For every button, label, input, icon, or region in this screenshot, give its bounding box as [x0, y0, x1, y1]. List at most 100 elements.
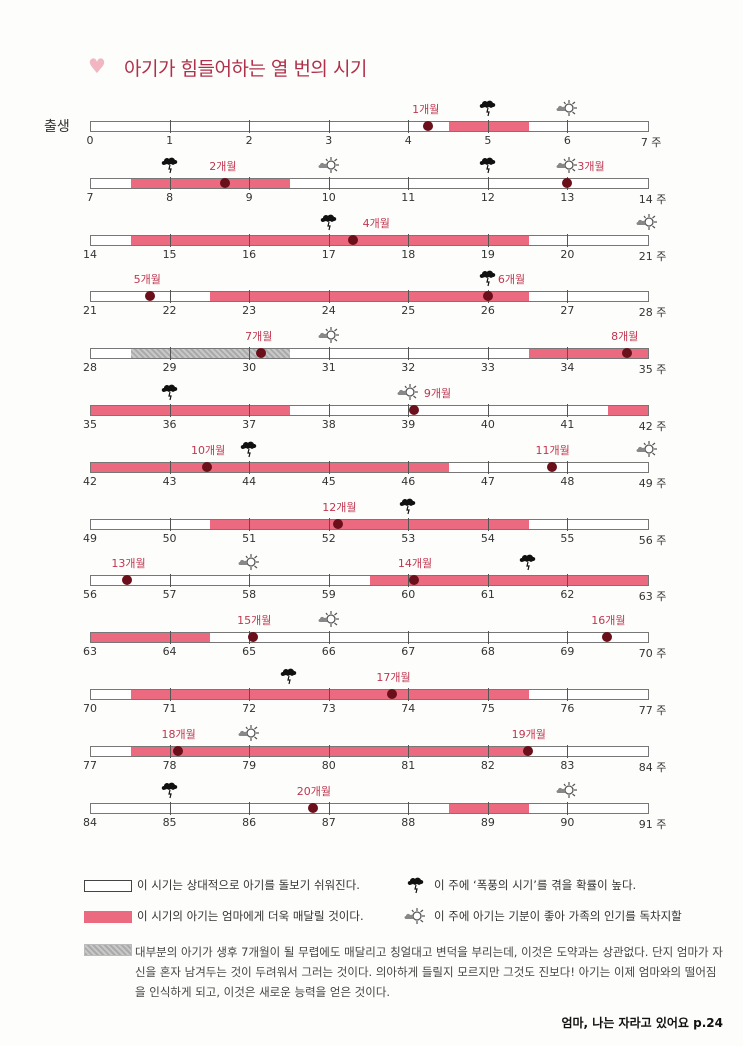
week-label: 84 주	[638, 760, 667, 774]
clingy-period	[130, 690, 529, 699]
week-tick	[328, 404, 330, 417]
week-label: 53	[401, 531, 416, 545]
timeline-bar	[90, 404, 649, 417]
week-label: 64	[162, 645, 177, 659]
timeline-bar	[90, 233, 649, 247]
week-label: 15	[162, 247, 177, 261]
week-label: 63	[83, 645, 97, 659]
week-label: 18	[401, 247, 416, 261]
week-tick	[169, 744, 171, 758]
week-label: 19	[480, 247, 495, 261]
week-label: 77 주	[638, 704, 667, 717]
week-label: 49 주	[638, 476, 667, 490]
week-label: 20	[560, 247, 575, 261]
month-marker	[562, 177, 573, 188]
timeline-bar	[90, 176, 649, 190]
month-label: 11개월	[535, 443, 570, 457]
week-label: 22	[162, 304, 177, 318]
month-label: 10개월	[190, 443, 226, 457]
week-label: 26	[480, 304, 495, 318]
timeline-bar	[90, 688, 649, 701]
month-marker	[248, 632, 259, 643]
week-tick	[487, 120, 489, 133]
month-label: 16개월	[591, 614, 626, 628]
week-label: 13	[560, 190, 575, 204]
week-tick	[408, 574, 410, 588]
legend-storm-text: 이 주에 ‘폭풍의 시기’를 겪을 확률이 높다.	[434, 878, 637, 892]
timeline-bar	[90, 347, 649, 361]
week-label: 63 주	[638, 590, 667, 604]
week-label: 3	[325, 134, 333, 147]
week-tick	[408, 347, 410, 361]
week-label: 32	[401, 361, 416, 375]
week-label: 2	[245, 134, 253, 147]
month-label: 1개월	[412, 103, 440, 116]
week-tick	[249, 233, 251, 247]
sun-icon	[318, 610, 339, 628]
week-label: 60	[401, 588, 416, 602]
week-tick	[408, 404, 410, 417]
week-label: 39	[401, 418, 416, 431]
week-label: 84	[83, 815, 97, 829]
month-label: 5개월	[133, 273, 161, 287]
month-label: 7개월	[245, 330, 273, 344]
clingy-period	[91, 406, 290, 415]
week-tick	[487, 233, 489, 247]
legend-gray-text: 대부분의 아기가 생후 7개월이 될 무렵에도 매달리고 칭얼대고 변덕을 부리…	[135, 945, 723, 999]
week-label: 14 주	[638, 192, 667, 206]
sun-icon	[636, 213, 657, 231]
week-label: 55	[560, 531, 575, 545]
week-tick	[169, 460, 171, 474]
sun-icon	[556, 99, 578, 117]
week-label: 86	[242, 815, 257, 829]
week-label: 0	[86, 134, 94, 147]
week-tick	[567, 290, 569, 304]
week-tick	[408, 120, 410, 133]
week-label: 28 주	[638, 306, 667, 320]
week-tick	[169, 404, 171, 417]
month-marker	[201, 461, 212, 472]
month-label: 20개월	[296, 784, 332, 798]
clingy-period	[369, 576, 648, 586]
timeline-bar	[90, 801, 649, 815]
week-tick	[567, 460, 569, 474]
month-marker	[172, 745, 183, 756]
week-tick	[487, 744, 489, 758]
week-tick	[567, 801, 569, 815]
sun-icon	[636, 440, 657, 458]
week-label: 21 주	[638, 249, 667, 263]
week-tick	[169, 517, 171, 531]
week-tick	[408, 801, 410, 815]
month-marker	[220, 177, 231, 188]
month-label: 18개월	[161, 727, 196, 741]
storm-icon	[518, 553, 538, 571]
month-marker	[122, 575, 133, 586]
week-tick	[249, 688, 251, 701]
legend-white-swatch	[84, 880, 132, 892]
week-label: 42	[83, 474, 97, 488]
week-tick	[169, 347, 171, 361]
week-label: 11	[401, 190, 416, 204]
week-label: 8	[166, 190, 174, 204]
month-marker	[522, 745, 533, 756]
week-label: 83	[560, 758, 575, 772]
week-label: 10	[321, 190, 336, 204]
week-label: 76	[560, 702, 575, 715]
week-label: 52	[321, 531, 336, 545]
week-label: 12	[480, 190, 495, 204]
week-label: 62	[560, 588, 575, 602]
month-marker	[602, 632, 613, 643]
storm-icon	[398, 497, 418, 515]
birth-label: 출생	[44, 119, 70, 135]
week-label: 61	[480, 588, 495, 602]
week-tick	[567, 631, 569, 645]
week-label: 79	[242, 758, 257, 772]
week-label: 50	[162, 531, 177, 545]
sun-icon	[318, 156, 339, 174]
week-tick	[487, 176, 489, 190]
week-tick	[487, 801, 489, 815]
week-label: 69	[560, 645, 575, 659]
week-tick	[169, 120, 171, 133]
heart-icon: ♥	[88, 54, 106, 78]
week-tick	[249, 460, 251, 474]
